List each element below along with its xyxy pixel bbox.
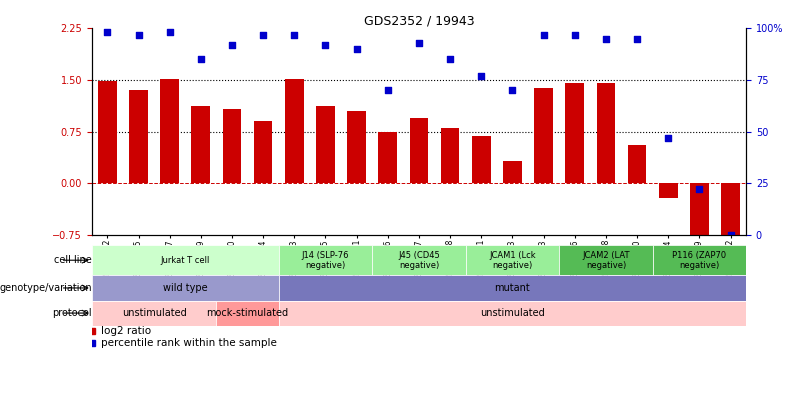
Point (350, 46, 363, 52)
Bar (503, 161, 522, 183)
Bar (129, 90, 148, 183)
Text: log2 ratio: log2 ratio (101, 326, 152, 336)
Point (381, 87, 394, 94)
Text: wild type: wild type (163, 283, 207, 293)
Bar (279, 301, 746, 326)
Point (288, 31, 301, 38)
Bar (466, 245, 559, 275)
Bar (192, 106, 210, 183)
Bar (279, 275, 746, 301)
Bar (279, 245, 372, 275)
Bar (597, 83, 615, 183)
Point (630, 36, 643, 42)
Text: J14 (SLP-76
negative): J14 (SLP-76 negative) (302, 251, 350, 270)
Bar (628, 145, 646, 183)
Title: GDS2352 / 19943: GDS2352 / 19943 (364, 14, 474, 27)
Text: Jurkat T cell: Jurkat T cell (160, 256, 210, 265)
Bar (92, 245, 279, 275)
Point (413, 40, 425, 46)
Bar (409, 118, 429, 183)
Point (475, 72, 488, 79)
Bar (659, 183, 678, 198)
Bar (92, 301, 216, 326)
Point (724, 232, 737, 238)
Bar (378, 132, 397, 183)
Bar (254, 122, 272, 183)
Bar (653, 245, 746, 275)
Bar (160, 79, 179, 183)
Point (537, 31, 550, 38)
Point (662, 134, 674, 141)
Point (195, 56, 207, 63)
Bar (566, 83, 584, 183)
Bar (316, 106, 335, 183)
Text: percentile rank within the sample: percentile rank within the sample (101, 339, 277, 348)
Text: P116 (ZAP70
negative): P116 (ZAP70 negative) (673, 251, 726, 270)
Point (599, 36, 612, 42)
Point (132, 31, 145, 38)
Point (164, 29, 176, 36)
Point (444, 56, 456, 63)
Text: protocol: protocol (52, 308, 92, 318)
Text: mock-stimulated: mock-stimulated (207, 308, 289, 318)
Point (568, 31, 581, 38)
Bar (347, 111, 366, 183)
Bar (223, 109, 241, 183)
Bar (216, 301, 279, 326)
Bar (559, 245, 653, 275)
Text: JCAM1 (Lck
negative): JCAM1 (Lck negative) (489, 251, 535, 270)
Text: J45 (CD45
negative): J45 (CD45 negative) (398, 251, 440, 270)
Bar (372, 245, 466, 275)
Text: genotype/variation: genotype/variation (0, 283, 92, 293)
Bar (285, 79, 304, 183)
Bar (472, 136, 491, 183)
Point (506, 87, 519, 94)
Point (257, 31, 270, 38)
Point (319, 42, 332, 48)
Point (693, 186, 705, 193)
Bar (98, 81, 117, 183)
Bar (721, 183, 740, 256)
Text: unstimulated: unstimulated (122, 308, 187, 318)
Bar (534, 88, 553, 183)
Bar (92, 275, 279, 301)
Text: mutant: mutant (495, 283, 531, 293)
Point (226, 42, 239, 48)
Text: cell line: cell line (54, 255, 92, 265)
Text: JCAM2 (LAT
negative): JCAM2 (LAT negative) (583, 251, 630, 270)
Bar (690, 183, 709, 238)
Point (101, 29, 114, 36)
Text: unstimulated: unstimulated (480, 308, 545, 318)
Bar (440, 128, 460, 183)
